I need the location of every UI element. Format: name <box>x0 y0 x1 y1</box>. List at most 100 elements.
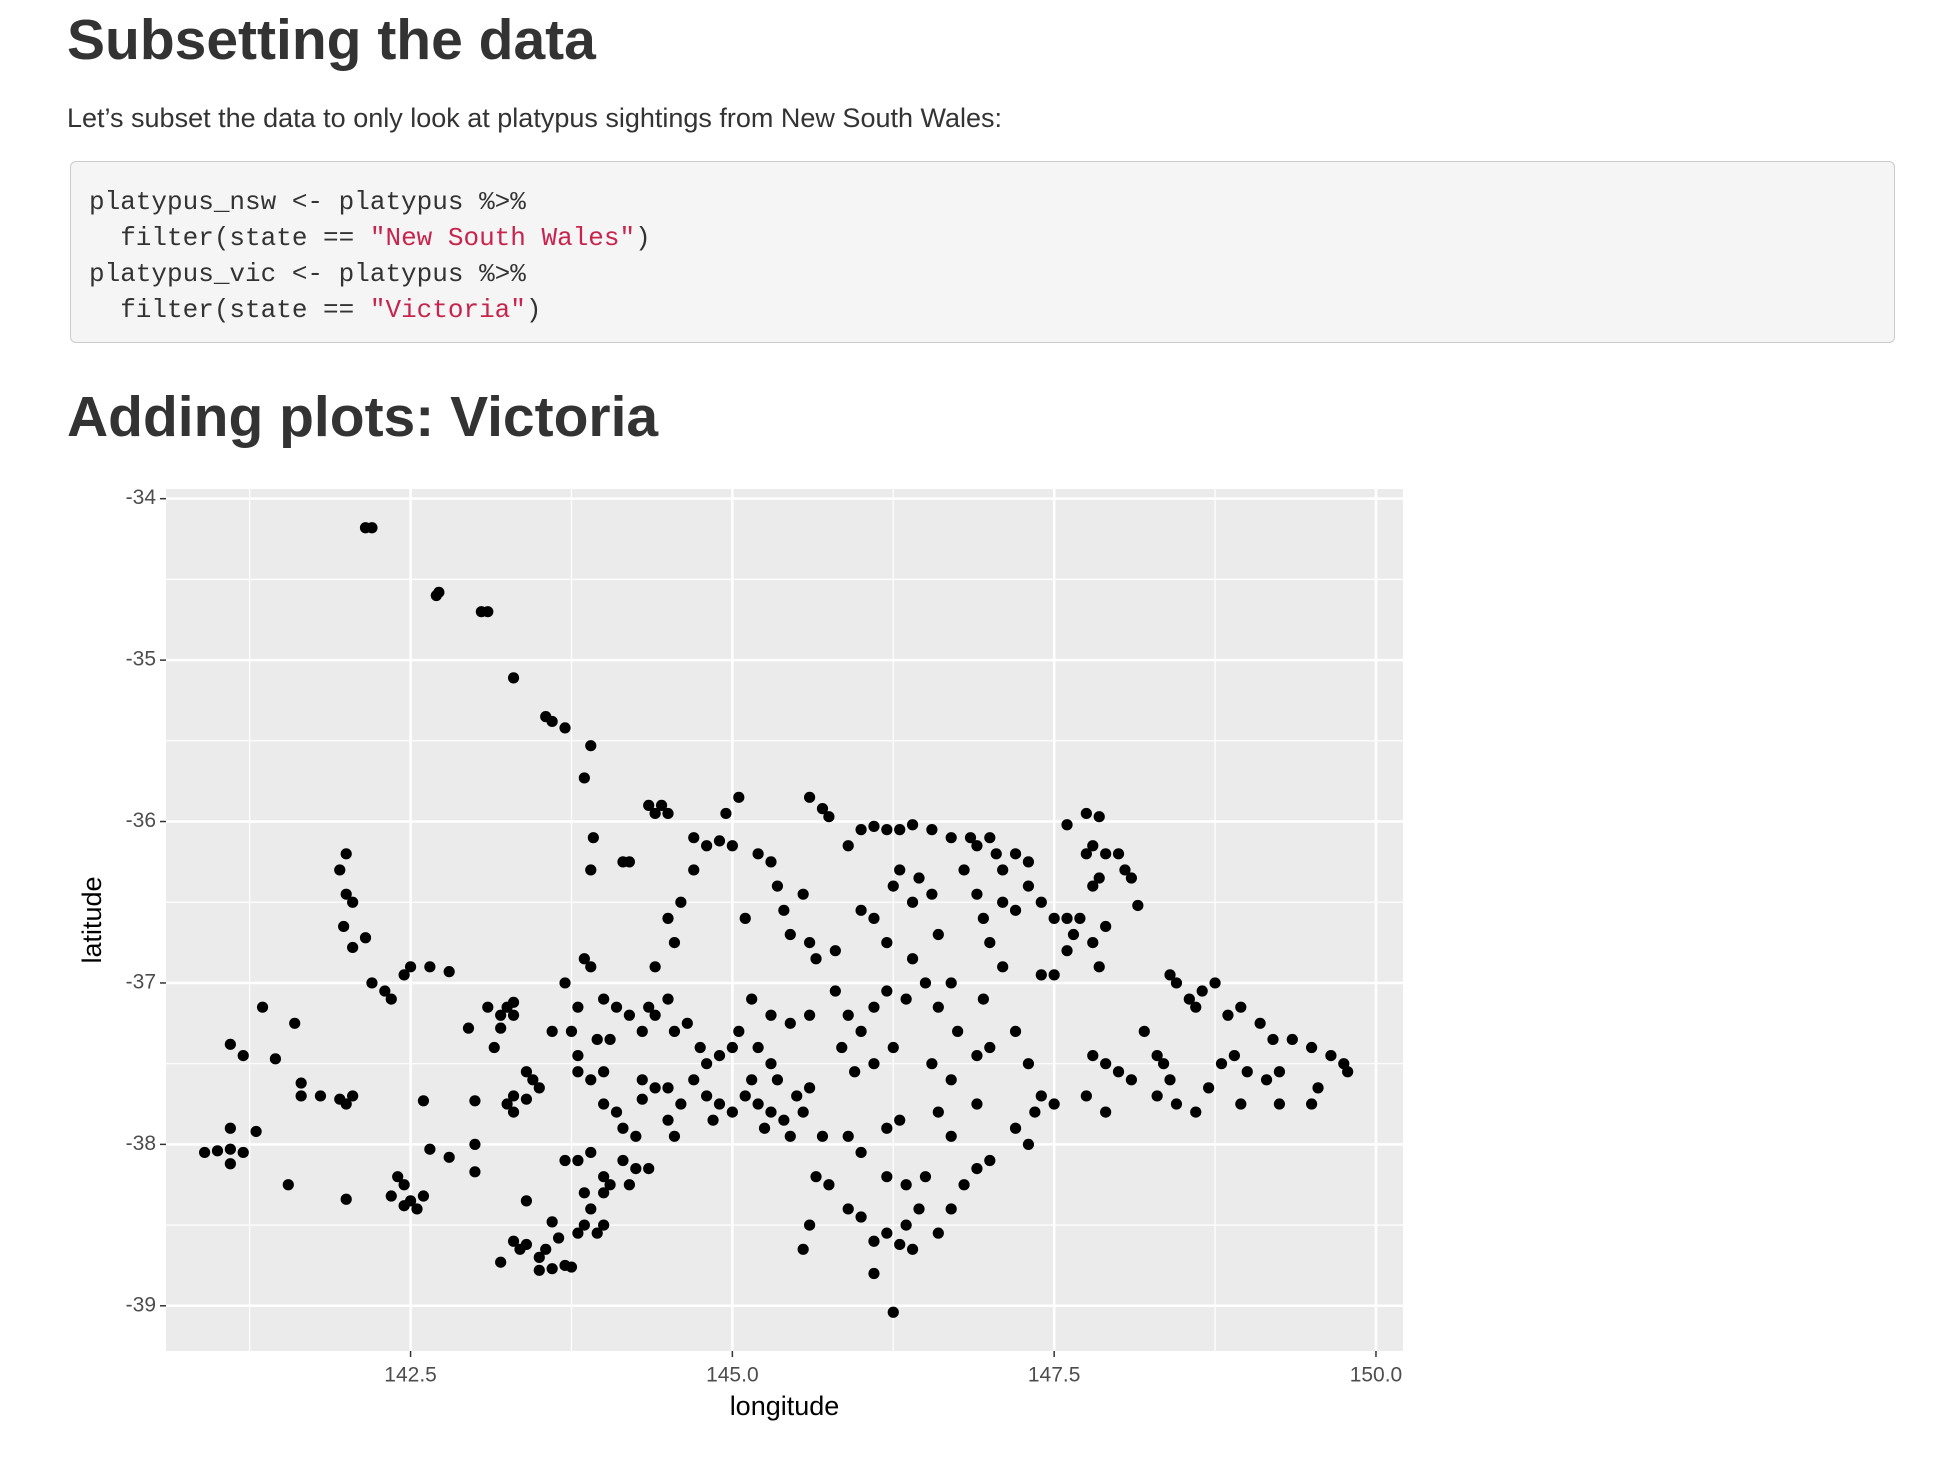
point <box>894 824 906 836</box>
point <box>598 1219 610 1231</box>
point <box>636 1074 648 1086</box>
point <box>900 993 912 1005</box>
point <box>507 996 520 1008</box>
point <box>662 1114 674 1126</box>
point <box>256 1001 269 1013</box>
point <box>424 961 436 973</box>
point <box>623 1179 635 1191</box>
point <box>868 1267 880 1280</box>
section-heading: Subsetting the data <box>67 8 596 72</box>
point <box>417 1190 430 1202</box>
point <box>668 1130 681 1142</box>
point <box>392 1171 404 1183</box>
point <box>623 1009 635 1021</box>
point <box>913 1203 925 1215</box>
point <box>804 791 816 803</box>
point <box>694 1041 706 1054</box>
point <box>359 522 372 534</box>
point <box>617 1154 629 1167</box>
point <box>1100 1058 1112 1070</box>
point <box>887 1306 899 1318</box>
point <box>1087 880 1099 892</box>
point <box>662 993 674 1005</box>
point <box>1035 896 1047 908</box>
point <box>984 1041 996 1054</box>
section-heading: Adding plots: Victoria <box>67 385 659 449</box>
point <box>404 1195 417 1207</box>
point <box>958 1179 970 1191</box>
point <box>855 824 867 836</box>
point <box>855 1211 867 1223</box>
point <box>520 1066 533 1078</box>
point <box>881 985 893 997</box>
point <box>507 1235 520 1247</box>
paragraph: Let’s subset the data to only look at pl… <box>67 103 1003 133</box>
point <box>417 1095 430 1107</box>
point <box>726 1106 738 1118</box>
point <box>655 799 668 811</box>
point <box>598 1171 610 1183</box>
point <box>1074 912 1086 924</box>
point <box>1228 1049 1240 1062</box>
x-tick-label: 150.0 <box>1350 1364 1403 1387</box>
point <box>919 977 932 989</box>
point <box>1061 945 1073 957</box>
point <box>900 1219 912 1231</box>
point <box>945 1130 957 1142</box>
point <box>746 1074 758 1086</box>
point <box>475 606 487 618</box>
point <box>533 1251 545 1263</box>
point <box>926 888 938 900</box>
point <box>1306 1098 1318 1110</box>
point <box>552 1232 565 1244</box>
x-tick-label: 147.5 <box>1028 1364 1081 1387</box>
point <box>713 1098 726 1110</box>
point <box>1286 1033 1298 1046</box>
point <box>958 864 970 876</box>
point <box>1035 969 1047 981</box>
point <box>1022 880 1035 892</box>
point <box>250 1125 262 1138</box>
code-text: filter(state == <box>89 295 370 325</box>
point <box>881 1171 893 1183</box>
point <box>688 864 700 876</box>
code-line: filter(state == "Victoria") <box>89 292 1894 328</box>
point <box>868 912 880 924</box>
point <box>587 832 599 844</box>
y-tick-label: -36 <box>126 809 156 832</box>
point <box>404 961 417 973</box>
point <box>469 1138 481 1150</box>
point <box>559 1154 571 1167</box>
point <box>855 904 867 916</box>
point <box>1067 928 1080 941</box>
point <box>1170 1098 1183 1110</box>
point <box>778 904 790 916</box>
point <box>340 1098 352 1110</box>
point <box>1196 985 1208 997</box>
point <box>411 1203 423 1215</box>
point <box>1112 848 1125 860</box>
point <box>1009 1025 1022 1037</box>
point <box>855 1146 867 1159</box>
point <box>894 1238 906 1251</box>
point <box>997 961 1009 973</box>
point <box>752 848 764 860</box>
x-axis-title: longitude <box>730 1391 840 1421</box>
point <box>868 820 880 832</box>
point <box>720 807 732 820</box>
point <box>1048 969 1060 981</box>
point <box>199 1146 211 1159</box>
point <box>906 953 919 965</box>
point <box>662 807 674 820</box>
point <box>894 864 906 876</box>
point <box>334 864 346 876</box>
point <box>1125 1074 1138 1086</box>
point <box>662 1082 674 1094</box>
point <box>797 1243 809 1255</box>
point <box>1273 1098 1286 1110</box>
point <box>572 1154 584 1167</box>
point <box>1100 1106 1112 1118</box>
point <box>733 1025 745 1037</box>
